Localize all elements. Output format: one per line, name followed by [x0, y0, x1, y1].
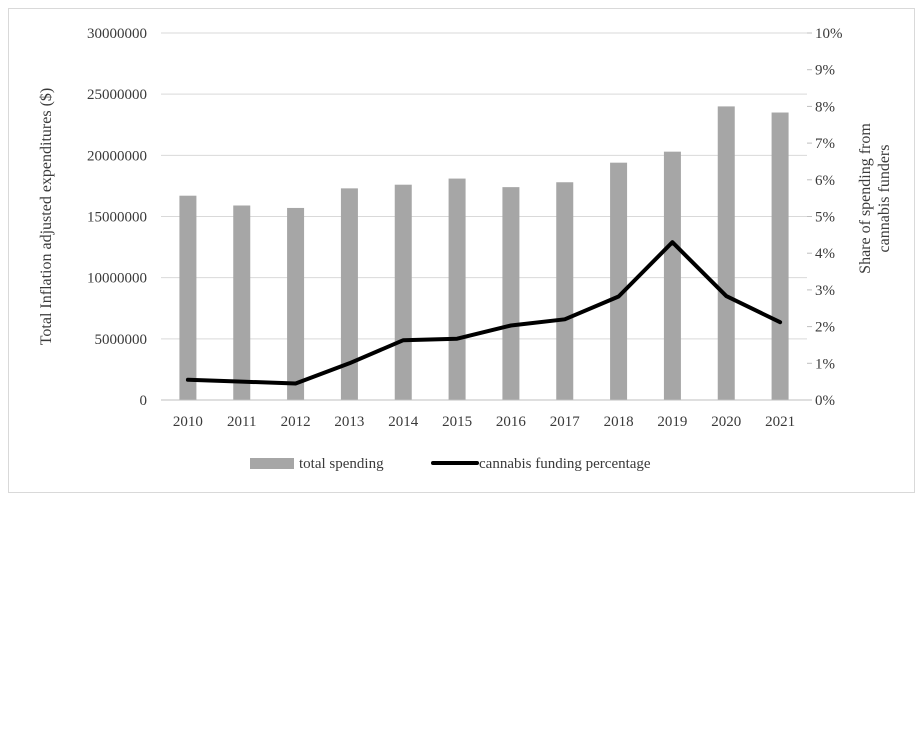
legend-label-total-spending: total spending — [299, 456, 384, 472]
y-axis-title: Total Inflation adjusted expenditures ($… — [38, 88, 55, 345]
bar — [394, 184, 412, 400]
y2-axis-title-line2: cannabis funders — [876, 145, 893, 253]
line-point — [402, 338, 405, 342]
x-tick-label: 2018 — [604, 414, 634, 430]
line-point — [778, 320, 782, 324]
y2-tick-label: 1% — [815, 356, 835, 372]
y2-tick-label: 7% — [815, 136, 835, 152]
line-point — [563, 318, 566, 321]
bar — [448, 178, 466, 400]
y2-tick-label: 5% — [815, 210, 835, 226]
y2-tick-label: 10% — [815, 26, 843, 42]
x-axis: 2010 2011 2012 2013 2014 2015 2016 2017 2018 2019… — [161, 399, 807, 430]
axis-titles: Total Inflation adjusted expenditures ($… — [38, 88, 893, 345]
x-tick-label: 2020 — [711, 414, 741, 430]
y-tick-label: 10000000 — [87, 271, 147, 287]
bar — [287, 207, 305, 400]
y2-tick-label: 6% — [815, 173, 835, 189]
line-point — [671, 240, 674, 244]
line-cannabis-funding — [185, 240, 783, 386]
x-tick-label: 2014 — [388, 414, 419, 430]
bar — [556, 182, 574, 400]
y-tick-label: 0 — [140, 393, 148, 409]
bar — [610, 162, 628, 400]
x-tick-label: 2019 — [657, 414, 687, 430]
bar-series — [179, 106, 789, 401]
bar — [717, 106, 735, 401]
y2-tick-label: 0% — [815, 393, 835, 409]
bar — [502, 187, 520, 400]
bar — [771, 112, 789, 401]
gridlines — [161, 32, 807, 340]
legend: total spending cannabis funding percentag… — [250, 456, 651, 472]
line-point — [455, 337, 459, 340]
right-y-axis: 0% 1% 2% 3% 4% 5% 6% 7% 8% 9% 10% — [807, 26, 843, 409]
line-series — [185, 240, 783, 386]
legend-label-cannabis-funding: cannabis funding percentage — [479, 456, 651, 472]
bar — [233, 205, 251, 400]
y2-tick-label: 4% — [815, 246, 835, 262]
line-point — [240, 380, 243, 383]
line-point — [617, 295, 620, 298]
x-tick-label: 2016 — [496, 414, 527, 430]
y-tick-label: 5000000 — [95, 332, 148, 348]
x-tick-label: 2011 — [227, 414, 256, 430]
x-tick-label: 2010 — [173, 414, 203, 430]
y-tick-label: 25000000 — [87, 87, 147, 103]
line-point — [294, 382, 297, 385]
bar — [179, 195, 197, 400]
chart-frame: 0 5000000 10000000 15000000 20000000 25000000… — [8, 8, 915, 493]
y2-axis-title-line1: Share of spending from — [857, 123, 874, 274]
line-point — [186, 378, 190, 382]
y-tick-label: 15000000 — [87, 210, 147, 226]
x-tick-label: 2015 — [442, 414, 472, 430]
legend-swatch-bar — [250, 458, 294, 469]
x-tick-label: 2021 — [765, 414, 795, 430]
x-tick-label: 2017 — [550, 414, 581, 430]
x-tick-label: 2013 — [334, 414, 364, 430]
y-tick-label: 20000000 — [87, 148, 147, 164]
line-point — [725, 294, 728, 298]
line-point — [348, 362, 351, 365]
y2-tick-label: 2% — [815, 320, 835, 336]
bar — [663, 151, 681, 400]
line-point — [509, 324, 513, 327]
x-tick-label: 2012 — [281, 414, 311, 430]
bar — [340, 188, 358, 400]
left-y-axis: 0 5000000 10000000 15000000 20000000 25000000… — [87, 26, 147, 409]
combo-chart: 0 5000000 10000000 15000000 20000000 25000000… — [38, 26, 893, 472]
y2-tick-label: 8% — [815, 99, 835, 115]
y2-tick-label: 9% — [815, 63, 835, 79]
y2-tick-label: 3% — [815, 283, 835, 299]
y-tick-label: 30000000 — [87, 26, 147, 42]
